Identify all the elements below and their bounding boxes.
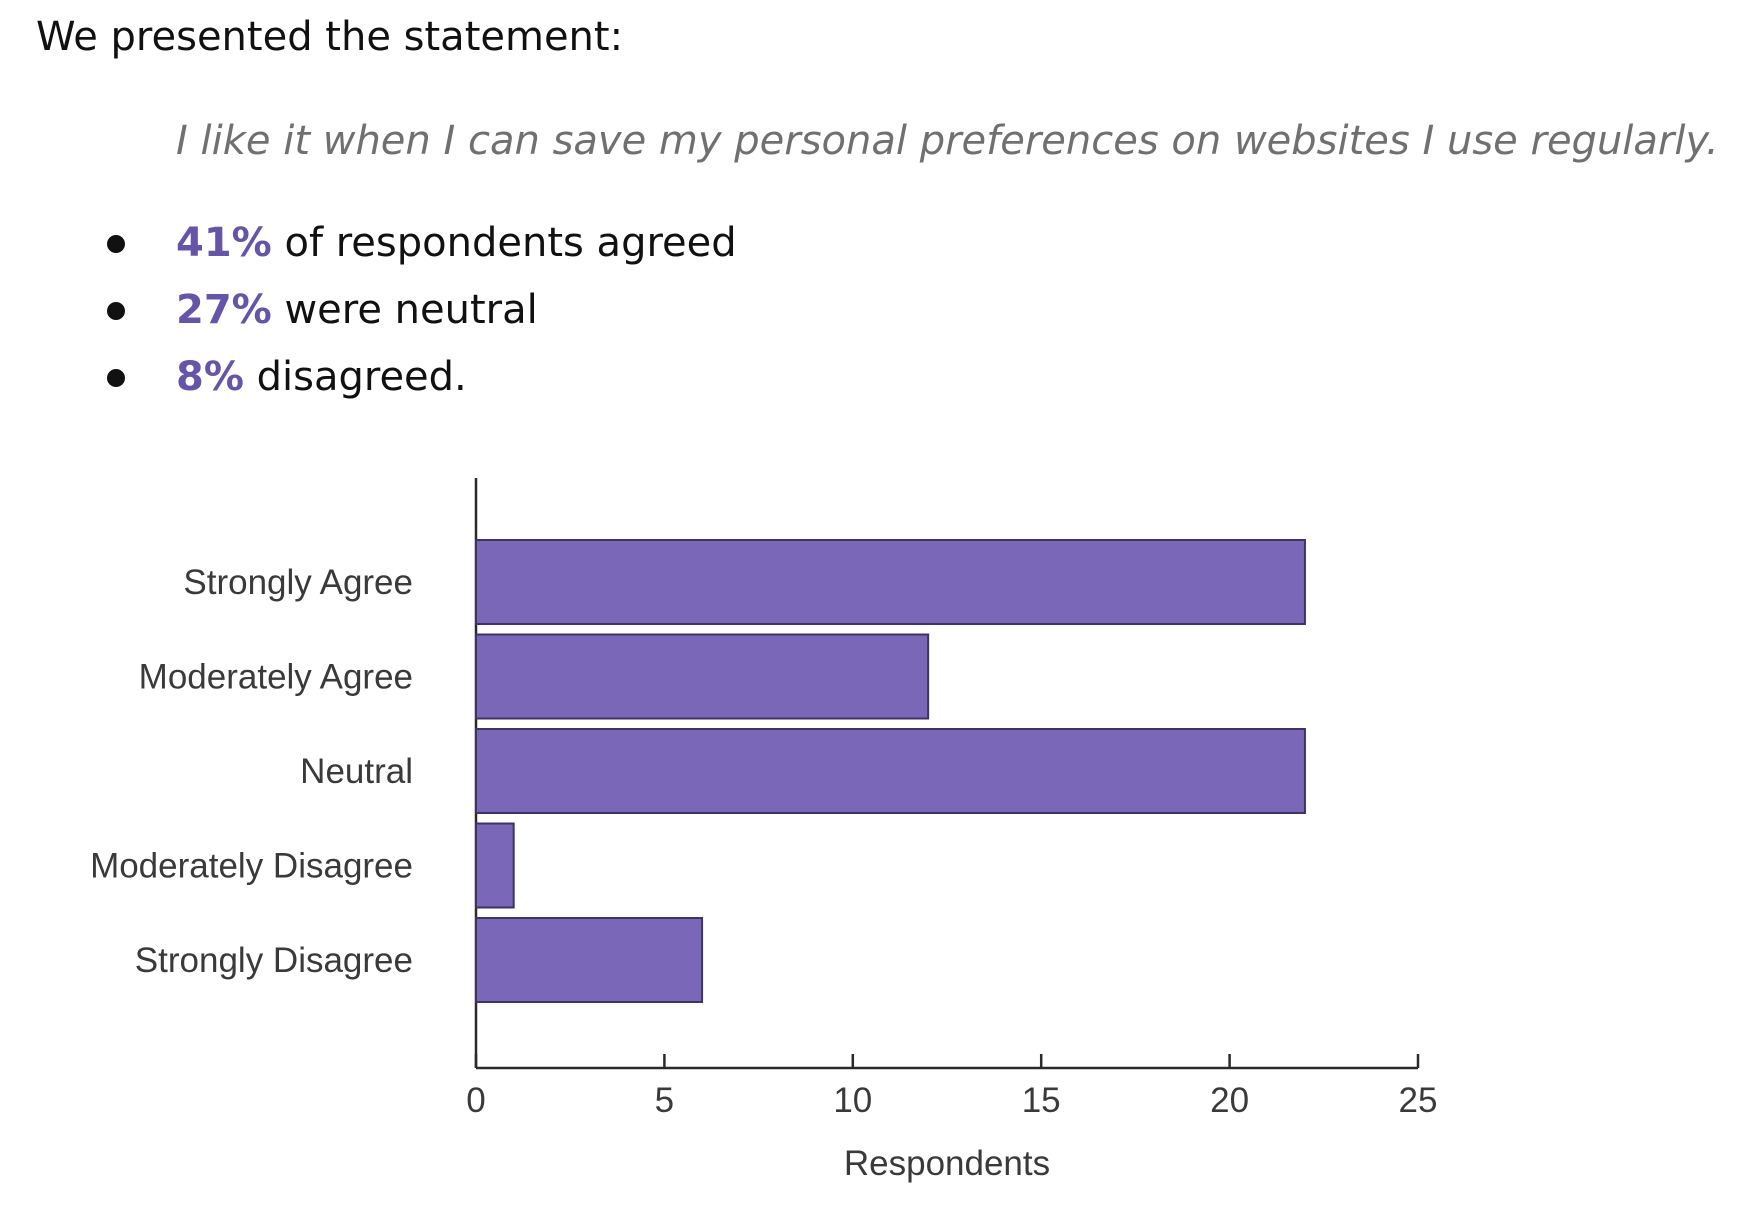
x-axis-title: Respondents [844, 1144, 1050, 1183]
bar-neutral [475, 728, 1306, 814]
category-label: Moderately Disagree [90, 847, 413, 886]
result-description: disagreed. [243, 354, 467, 400]
x-tick-label: 20 [1210, 1081, 1249, 1120]
result-description: of respondents agreed [271, 220, 737, 266]
result-text: 8% disagreed. [176, 352, 467, 402]
bar-strongly-agree [475, 539, 1306, 625]
result-text: 27% were neutral [176, 285, 538, 335]
bullet-dot-icon [107, 369, 125, 387]
result-percentage: 41% [176, 220, 272, 266]
category-label: Strongly Disagree [135, 941, 413, 980]
bullet-dot-icon [107, 302, 125, 320]
x-tick-label: 0 [466, 1081, 485, 1120]
bar-strongly-disagree [475, 917, 704, 1003]
category-label: Strongly Agree [183, 563, 413, 602]
bar-moderately-disagree [475, 822, 515, 909]
x-tick-label: 25 [1399, 1081, 1438, 1120]
category-label: Neutral [300, 752, 413, 791]
result-percentage: 27% [176, 287, 272, 333]
bullet-dot-icon [107, 235, 125, 253]
result-text: 41% of respondents agreed [176, 218, 737, 268]
intro-text: We presented the statement: [36, 14, 624, 60]
x-tick-label: 15 [1022, 1081, 1061, 1120]
statement-quote: I like it when I can save my personal pr… [176, 118, 1719, 164]
result-percentage: 8% [176, 354, 244, 400]
bar-moderately-agree [475, 633, 930, 720]
result-description: were neutral [271, 287, 538, 333]
x-tick-label: 10 [833, 1081, 872, 1120]
category-label: Moderately Agree [139, 658, 413, 697]
x-tick-label: 5 [655, 1081, 674, 1120]
